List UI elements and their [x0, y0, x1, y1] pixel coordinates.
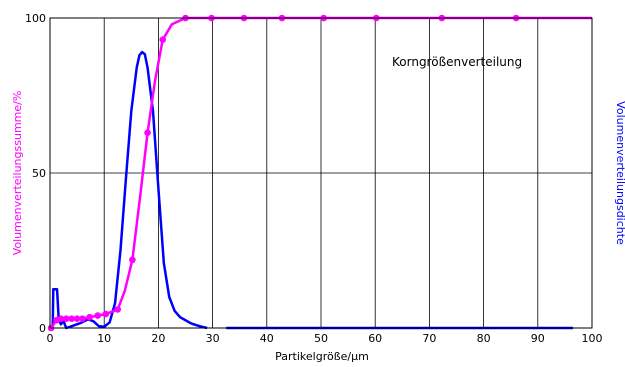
- y-tick-label: 0: [39, 322, 46, 335]
- series-cumulative-point: [68, 315, 75, 323]
- plot-frame: [49, 17, 593, 329]
- y-axis-label-left: Volumenverteilungssumme/%: [11, 91, 24, 256]
- x-axis-label: Partikelgröße/µm: [275, 350, 369, 363]
- x-tick-label: 90: [531, 332, 545, 345]
- series-cumulative-point: [57, 315, 65, 323]
- chart-annotation: Korngrößenverteilung: [392, 55, 522, 69]
- x-tick-label: 80: [477, 332, 491, 345]
- series-cumulative-point: [86, 313, 93, 321]
- x-tick-labels: 0 10 20 30 40 50 60 70 80 90 100: [47, 332, 603, 345]
- series-cumulative-point: [79, 315, 86, 323]
- series-cumulative-point: [144, 129, 151, 136]
- series-cumulative-point: [114, 306, 122, 313]
- y-tick-label: 50: [32, 167, 46, 180]
- series-cumulative-point: [159, 36, 167, 43]
- x-tick-label: 60: [368, 332, 382, 345]
- x-tick-label: 20: [151, 332, 165, 345]
- series-cumulative-point: [94, 312, 101, 319]
- x-tick-label: 50: [314, 332, 328, 345]
- x-tick-label: 100: [582, 332, 603, 345]
- series-cumulative-point: [102, 310, 110, 318]
- series-density-line: [51, 50, 208, 330]
- y-axis-label-right: Volumenverteilungsdichte: [614, 101, 625, 245]
- x-tick-label: 40: [260, 332, 274, 345]
- x-tick-label: 30: [206, 332, 220, 345]
- series-cumulative-point: [62, 315, 70, 323]
- x-tick-label: 0: [47, 332, 54, 345]
- x-tick-label: 70: [422, 332, 436, 345]
- y-tick-label: 100: [25, 12, 46, 25]
- y-tick-labels: 0 50 100: [25, 12, 46, 335]
- series-cumulative-point: [73, 315, 81, 323]
- series-cumulative-point: [129, 256, 136, 264]
- x-tick-label: 10: [97, 332, 111, 345]
